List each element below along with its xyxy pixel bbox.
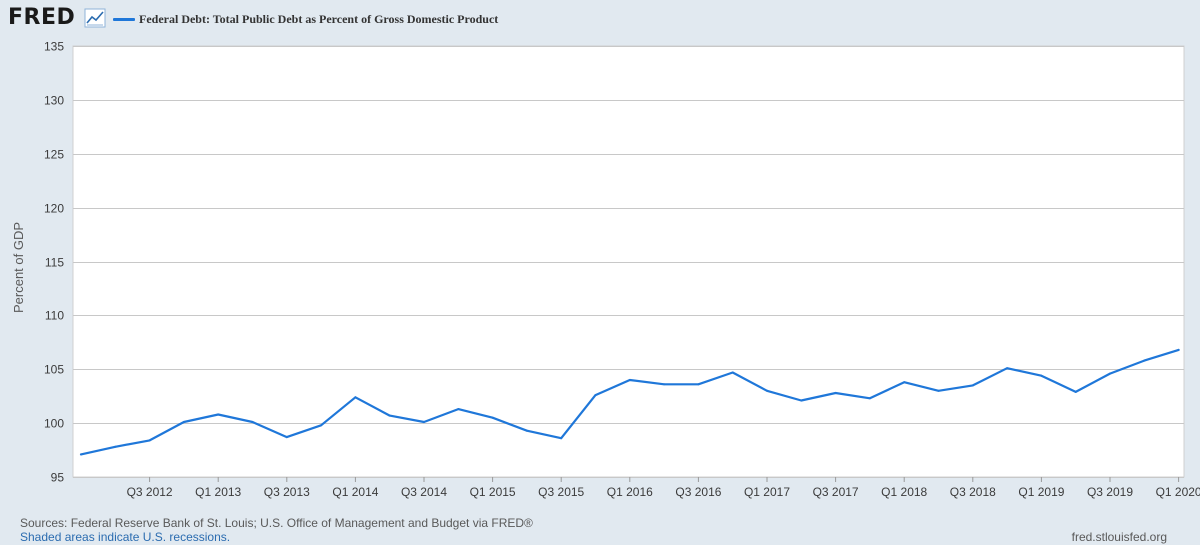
data-point — [388, 414, 391, 417]
data-point — [114, 445, 117, 448]
x-tick-label: Q3 2012 — [127, 485, 173, 499]
fred-logo[interactable]: FRED — [8, 5, 76, 30]
data-point — [80, 453, 82, 456]
data-point — [354, 396, 357, 399]
data-point — [1109, 372, 1111, 375]
data-point — [320, 424, 323, 427]
chart-legend: Federal Debt: Total Public Debt as Perce… — [113, 10, 498, 28]
y-tick-label: 120 — [44, 202, 64, 216]
legend-series-label: Federal Debt: Total Public Debt as Perce… — [139, 11, 499, 26]
line-chart-icon — [84, 8, 106, 28]
y-tick-label: 95 — [51, 471, 65, 485]
y-tick-label: 130 — [44, 94, 64, 108]
x-tick-label: Q3 2018 — [950, 485, 996, 499]
plot-area — [72, 45, 1185, 478]
x-tick-label: Q1 2020 — [1156, 485, 1200, 499]
x-tick-label: Q3 2015 — [538, 485, 584, 499]
x-tick-label: Q3 2014 — [401, 485, 447, 499]
x-tick-label: Q1 2017 — [744, 485, 790, 499]
data-point — [560, 437, 563, 440]
x-tick-label: Q1 2018 — [881, 485, 927, 499]
data-point — [423, 421, 425, 423]
y-tick-label: 105 — [44, 363, 64, 377]
x-tick-label: Q1 2019 — [1018, 485, 1064, 499]
x-tick-label: Q3 2017 — [813, 485, 859, 499]
data-point — [1074, 390, 1077, 393]
data-point — [663, 383, 666, 386]
x-tick-label: Q3 2016 — [675, 485, 721, 499]
data-point — [903, 381, 906, 384]
data-point — [1177, 348, 1180, 351]
data-point — [971, 384, 974, 387]
x-tick-label: Q1 2015 — [470, 485, 516, 499]
x-tick-label: Q1 2014 — [332, 485, 378, 499]
data-point — [182, 421, 185, 423]
data-point — [834, 392, 837, 394]
y-tick-label: 125 — [44, 148, 64, 162]
data-point — [525, 429, 528, 432]
data-point — [868, 397, 871, 400]
y-axis-title: Percent of GDP — [11, 222, 26, 313]
data-point — [457, 408, 460, 411]
sources-note: Sources: Federal Reserve Bank of St. Lou… — [20, 516, 533, 530]
data-point — [766, 389, 768, 392]
data-point — [800, 399, 803, 402]
site-url[interactable]: fred.stlouisfed.org — [1071, 530, 1167, 544]
data-point — [594, 394, 597, 397]
data-point — [1143, 359, 1146, 362]
data-point — [937, 389, 940, 392]
data-point — [697, 383, 700, 386]
x-tick-label: Q1 2013 — [195, 485, 241, 499]
data-point — [148, 439, 151, 442]
legend-swatch — [113, 17, 135, 21]
x-tick-label: Q1 2016 — [607, 485, 653, 499]
data-point — [628, 379, 631, 381]
data-point — [251, 421, 254, 423]
recessions-note: Shaded areas indicate U.S. recessions. — [20, 530, 231, 544]
x-tick-label: Q3 2013 — [264, 485, 310, 499]
data-point — [1006, 367, 1009, 370]
x-tick-label: Q3 2019 — [1087, 485, 1133, 499]
data-point — [491, 416, 494, 419]
y-tick-label: 135 — [44, 40, 64, 54]
y-tick-label: 115 — [45, 256, 64, 270]
y-tick-label: 100 — [44, 417, 64, 431]
y-tick-label: 110 — [45, 309, 64, 323]
data-point — [217, 413, 220, 416]
data-point — [731, 371, 734, 374]
data-point — [1040, 374, 1043, 377]
data-point — [285, 436, 288, 439]
